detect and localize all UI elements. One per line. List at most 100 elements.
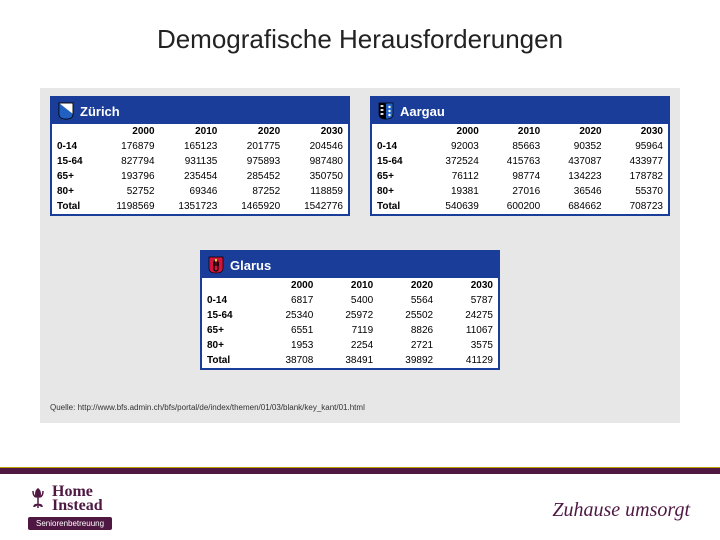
cell-value: 95964 <box>607 139 668 154</box>
cell-value: 69346 <box>160 184 223 199</box>
cell-value: 1351723 <box>160 199 223 214</box>
tulip-icon <box>28 486 48 512</box>
tbody-aargau: 0-149200385663903529596415-6437252441576… <box>372 139 668 214</box>
cell-value: 193796 <box>98 169 160 184</box>
cell-value: 39892 <box>378 353 438 368</box>
cell-value: 285452 <box>222 169 285 184</box>
cell-value: 201775 <box>222 139 285 154</box>
cell-value: 433977 <box>607 154 668 169</box>
table-row: Total1198569135172314659201542776 <box>52 199 348 214</box>
table-row: 65+65517119882611067 <box>202 323 498 338</box>
row-label: 65+ <box>202 323 258 338</box>
logo-line2: Instead <box>52 497 103 515</box>
cell-value: 1465920 <box>222 199 285 214</box>
col-year: 2030 <box>438 278 498 293</box>
cell-value: 25502 <box>378 308 438 323</box>
table-row: 65+193796235454285452350750 <box>52 169 348 184</box>
col-year: 2010 <box>484 124 545 139</box>
cell-value: 25972 <box>318 308 378 323</box>
col-year: 2010 <box>318 278 378 293</box>
cell-value: 600200 <box>484 199 545 214</box>
cell-value: 6551 <box>258 323 318 338</box>
cell-value: 8826 <box>378 323 438 338</box>
row-label: 80+ <box>52 184 98 199</box>
row-label: Total <box>202 353 258 368</box>
region-name: Glarus <box>230 258 271 273</box>
table-row: 0-1492003856639035295964 <box>372 139 668 154</box>
cell-value: 5787 <box>438 293 498 308</box>
table-row: 80+1953225427213575 <box>202 338 498 353</box>
cell-value: 931135 <box>160 154 223 169</box>
cell-value: 6817 <box>258 293 318 308</box>
cell-value: 5400 <box>318 293 378 308</box>
cell-value: 27016 <box>484 184 545 199</box>
logo-sub: Seniorenbetreuung <box>28 517 112 530</box>
col-year: 2030 <box>285 124 348 139</box>
table-row: 80+527526934687252118859 <box>52 184 348 199</box>
cell-value: 437087 <box>545 154 606 169</box>
cell-value: 52752 <box>98 184 160 199</box>
col-blank <box>52 124 98 139</box>
row-label: Total <box>52 199 98 214</box>
cell-value: 24275 <box>438 308 498 323</box>
table-row: Total38708384913989241129 <box>202 353 498 368</box>
cell-value: 92003 <box>422 139 483 154</box>
table-glarus: Glarus 2000 2010 2020 2030 0-14681754005… <box>200 250 500 370</box>
cell-value: 1542776 <box>285 199 348 214</box>
col-year: 2000 <box>422 124 483 139</box>
cell-value: 5564 <box>378 293 438 308</box>
cell-value: 2254 <box>318 338 378 353</box>
cell-value: 98774 <box>484 169 545 184</box>
cell-value: 134223 <box>545 169 606 184</box>
logo-row: Home Instead <box>28 483 103 515</box>
shield-icon-glarus <box>208 256 224 274</box>
row-label: 0-14 <box>202 293 258 308</box>
cell-value: 55370 <box>607 184 668 199</box>
cell-value: 204546 <box>285 139 348 154</box>
cell-value: 11067 <box>438 323 498 338</box>
table-row: 80+19381270163654655370 <box>372 184 668 199</box>
row-label: Total <box>372 199 422 214</box>
row-label: 65+ <box>372 169 422 184</box>
cell-value: 1198569 <box>98 199 160 214</box>
row-label: 80+ <box>372 184 422 199</box>
table-row: 15-6425340259722550224275 <box>202 308 498 323</box>
col-year: 2000 <box>258 278 318 293</box>
col-year: 2010 <box>160 124 223 139</box>
table-glarus-wrap: Glarus 2000 2010 2020 2030 0-14681754005… <box>200 250 500 370</box>
cell-value: 7119 <box>318 323 378 338</box>
cell-value: 41129 <box>438 353 498 368</box>
row-label: 80+ <box>202 338 258 353</box>
source-citation: Quelle: http://www.bfs.admin.ch/bfs/port… <box>50 403 365 412</box>
page-title: Demografische Herausforderungen <box>0 24 720 55</box>
cell-value: 372524 <box>422 154 483 169</box>
cell-value: 85663 <box>484 139 545 154</box>
slide: Demografische Herausforderungen Zürich 2… <box>0 0 720 540</box>
tables-row-top: Zürich 2000 2010 2020 2030 0-14176879165… <box>50 96 670 216</box>
region-name: Aargau <box>400 104 445 119</box>
cell-value: 176879 <box>98 139 160 154</box>
demo-table-glarus: 2000 2010 2020 2030 0-146817540055645787… <box>202 278 498 368</box>
row-label: 15-64 <box>52 154 98 169</box>
cell-value: 975893 <box>222 154 285 169</box>
cell-value: 76112 <box>422 169 483 184</box>
cell-value: 118859 <box>285 184 348 199</box>
cell-value: 235454 <box>160 169 223 184</box>
region-header-glarus: Glarus <box>202 252 498 278</box>
cell-value: 87252 <box>222 184 285 199</box>
tbody-glarus: 0-14681754005564578715-64253402597225502… <box>202 293 498 368</box>
table-row: Total540639600200684662708723 <box>372 199 668 214</box>
logo-text-wrap: Home Instead <box>52 483 103 515</box>
col-year: 2020 <box>545 124 606 139</box>
cell-value: 36546 <box>545 184 606 199</box>
cell-value: 540639 <box>422 199 483 214</box>
col-year: 2030 <box>607 124 668 139</box>
table-row: 0-146817540055645787 <box>202 293 498 308</box>
col-blank <box>202 278 258 293</box>
col-year: 2020 <box>222 124 285 139</box>
cell-value: 2721 <box>378 338 438 353</box>
shield-icon-zurich <box>58 102 74 120</box>
cell-value: 708723 <box>607 199 668 214</box>
cell-value: 3575 <box>438 338 498 353</box>
demo-table-aargau: 2000 2010 2020 2030 0-149200385663903529… <box>372 124 668 214</box>
